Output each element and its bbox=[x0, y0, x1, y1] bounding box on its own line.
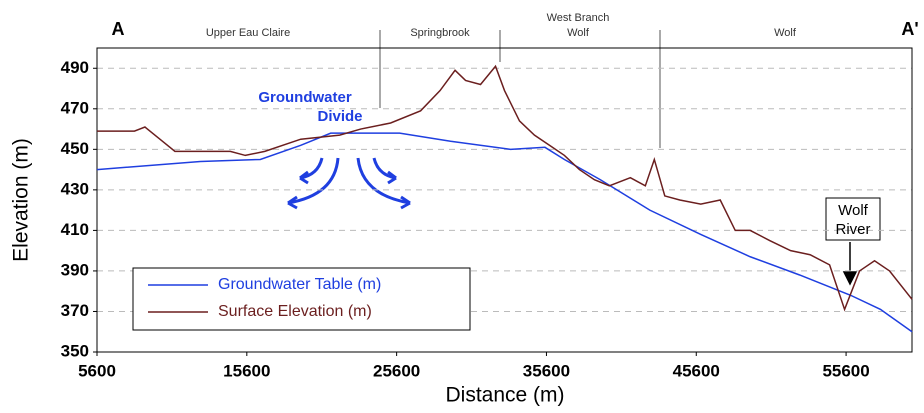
y-axis-label: Elevation (m) bbox=[10, 138, 33, 262]
flow-arrows bbox=[287, 157, 411, 210]
x-tick-label: 55600 bbox=[822, 361, 869, 380]
annotation-box bbox=[825, 197, 881, 241]
x-tick-label: 45600 bbox=[673, 361, 720, 380]
legend-label: Groundwater Table (m) bbox=[218, 276, 381, 293]
y-tick-label: 470 bbox=[61, 98, 89, 117]
river-arrow bbox=[842, 242, 858, 286]
end-label: A bbox=[112, 19, 125, 39]
section-label: Springbrook bbox=[410, 27, 470, 39]
y-tick-label: 370 bbox=[61, 301, 89, 320]
y-tick-label: 450 bbox=[61, 139, 89, 158]
series-line bbox=[97, 64, 913, 312]
annotation: Divide bbox=[317, 108, 362, 125]
legend-box bbox=[132, 267, 471, 331]
y-tick-label: 390 bbox=[61, 260, 89, 279]
annotation: Wolf bbox=[838, 202, 869, 219]
divider-lines bbox=[379, 30, 661, 148]
legend-label: Surface Elevation (m) bbox=[218, 303, 372, 320]
x-axis-label: Distance (m) bbox=[445, 384, 564, 407]
end-label: A' bbox=[901, 19, 918, 39]
section-label: Wolf bbox=[567, 27, 590, 39]
series-line bbox=[96, 132, 913, 333]
y-tick-label: 410 bbox=[61, 220, 89, 239]
y-tick-label: 430 bbox=[61, 179, 89, 198]
plot-frame bbox=[96, 47, 913, 353]
annotation: River bbox=[835, 221, 870, 238]
x-tick-label: 5600 bbox=[78, 361, 116, 380]
y-tick-label: 490 bbox=[61, 58, 89, 77]
x-tick-label: 15600 bbox=[223, 361, 270, 380]
y-tick-label: 350 bbox=[61, 341, 89, 360]
section-label: Wolf bbox=[774, 27, 797, 39]
x-tick-label: 35600 bbox=[523, 361, 570, 380]
x-tick-label: 25600 bbox=[373, 361, 420, 380]
section-label: West Branch bbox=[547, 12, 610, 24]
annotation: Groundwater bbox=[258, 89, 352, 106]
section-label: Upper Eau Claire bbox=[206, 27, 290, 39]
